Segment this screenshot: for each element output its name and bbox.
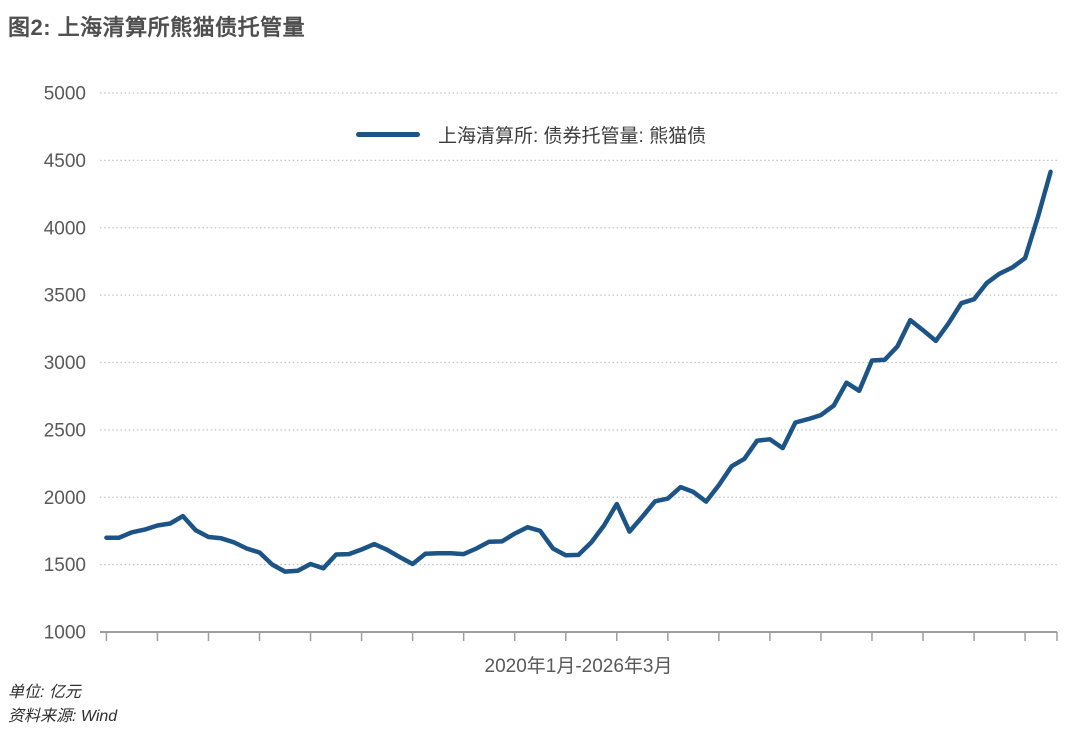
unit-note: 单位: 亿元 xyxy=(8,684,81,701)
source-note: 资料来源: Wind xyxy=(8,708,118,725)
chart-title: 图2: 上海清算所熊猫债托管量 xyxy=(8,15,306,40)
chart-legend: 上海清算所: 债券托管量: 熊猫债 xyxy=(356,121,706,148)
y-tick-label: 1000 xyxy=(44,623,86,644)
y-tick-label: 4000 xyxy=(44,218,86,239)
legend-line-swatch xyxy=(356,132,420,137)
y-tick-label: 5000 xyxy=(44,84,86,105)
y-tick-label: 2000 xyxy=(44,488,86,509)
y-tick-label: 4500 xyxy=(44,151,86,172)
y-tick-label: 1500 xyxy=(44,555,86,576)
chart-footnotes: 单位: 亿元 资料来源: Wind xyxy=(8,681,117,729)
legend-series-label: 上海清算所: 债券托管量: 熊猫债 xyxy=(438,126,707,147)
y-tick-label: 2500 xyxy=(44,420,86,441)
x-axis-range-label: 2020年1月-2026年3月 xyxy=(484,656,673,677)
y-tick-label: 3000 xyxy=(44,353,86,374)
y-tick-label: 3500 xyxy=(44,286,86,307)
series-line-panda-bond xyxy=(104,169,1053,574)
